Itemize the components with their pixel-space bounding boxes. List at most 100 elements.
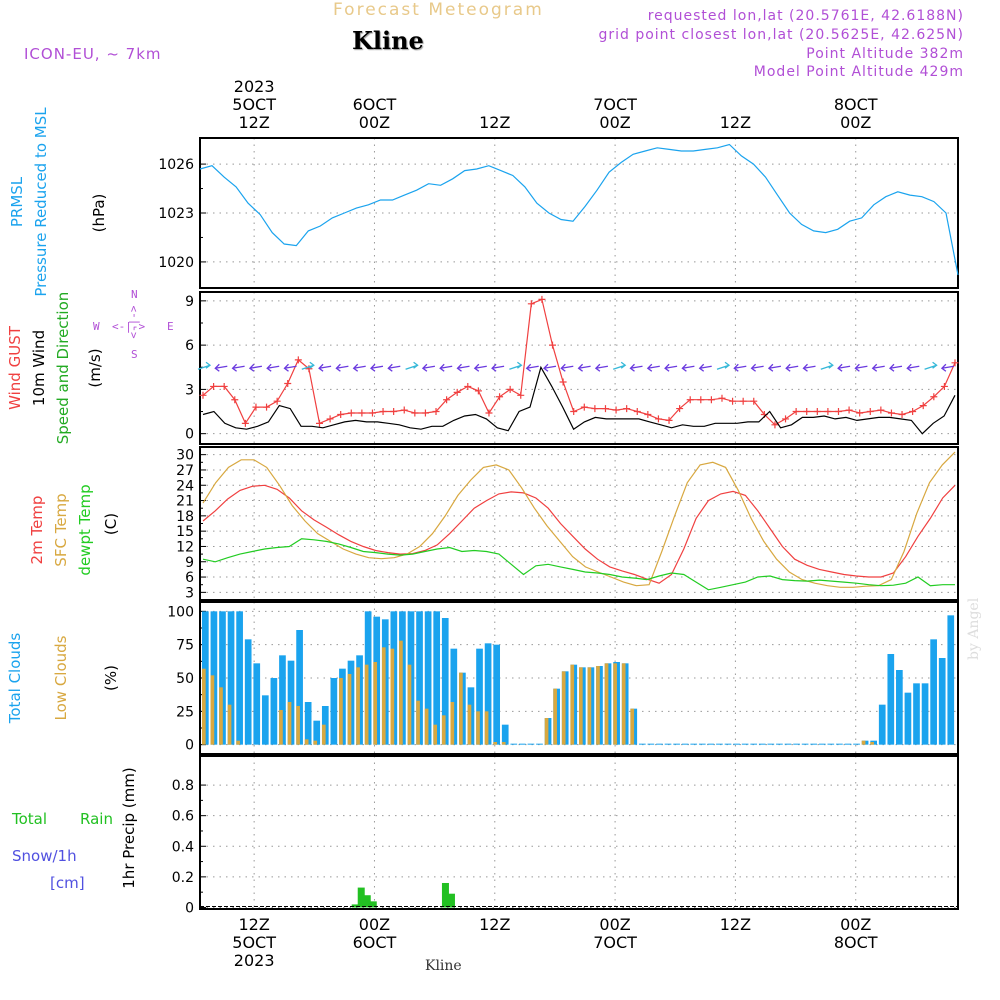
- gust-marker: [496, 393, 504, 401]
- wind-direction-arrow: [473, 363, 487, 372]
- top-time-label: 12Z: [238, 113, 269, 132]
- panel-frame: [199, 446, 959, 601]
- gust-marker: [771, 421, 779, 429]
- compass-w: W: [93, 320, 100, 333]
- y-tick-label: 9: [185, 555, 194, 571]
- snow-label: Snow/1h: [12, 847, 77, 865]
- cloud-unit: (%): [102, 665, 120, 691]
- total-cloud-bar: [741, 743, 749, 745]
- top-time-label: 2023: [234, 77, 275, 96]
- low-cloud-bar: [356, 667, 360, 745]
- gust-marker: [284, 379, 292, 387]
- low-clouds-label: Low Clouds: [52, 635, 70, 720]
- gust-marker: [940, 382, 948, 390]
- wind-direction-arrow: [940, 363, 955, 372]
- total-cloud-bar: [510, 743, 518, 745]
- gust-marker: [316, 419, 324, 427]
- low-cloud-bar: [450, 702, 455, 745]
- wind-direction-arrow: [387, 363, 401, 372]
- total-cloud-bar: [673, 743, 680, 745]
- rain-bar: [357, 887, 365, 908]
- total-cloud-bar: [664, 743, 672, 745]
- gust-marker: [263, 403, 271, 411]
- low-cloud-bar: [304, 739, 309, 745]
- gust-marker: [347, 409, 355, 417]
- total-cloud-bar: [501, 724, 509, 745]
- y-tick-label: 3: [185, 585, 194, 601]
- gust-marker: [252, 403, 260, 411]
- low-cloud-bar: [433, 724, 438, 745]
- wind-speed-line: [202, 365, 956, 435]
- sfc-temp-line: [202, 451, 956, 588]
- panel-5: 0 0.2 0.4 0.6 0.8: [172, 755, 959, 916]
- gust-marker: [898, 410, 906, 418]
- wind-direction-arrow: [646, 363, 660, 372]
- low-cloud-bar: [570, 664, 575, 745]
- total-cloud-bar: [913, 683, 920, 745]
- wind-direction-arrow: [820, 361, 834, 370]
- gust-marker: [697, 396, 705, 404]
- y-tick-label: 12: [176, 539, 194, 555]
- low-cloud-bar: [424, 708, 429, 745]
- footer-station-label: Kline: [425, 958, 462, 974]
- wind-direction-arrow: [197, 361, 212, 370]
- low-cloud-bar: [861, 740, 866, 745]
- total-cloud-bar: [261, 695, 269, 745]
- gust-marker: [834, 408, 842, 416]
- gust-marker: [750, 397, 758, 405]
- gust-marker: [506, 385, 514, 393]
- low-cloud-bar: [493, 742, 497, 745]
- y-tick-label: 1023: [158, 206, 194, 222]
- wind-direction-arrow: [421, 363, 436, 372]
- pressure-unit: (hPa): [90, 194, 108, 233]
- y-tick-label: 0.2: [172, 870, 194, 886]
- top-time-label: 00Z: [840, 113, 871, 132]
- panel-frame: [199, 601, 959, 755]
- y-tick-label: 15: [176, 524, 194, 540]
- model-name: ICON-EU, ~ 7km: [24, 45, 162, 63]
- gust-marker: [813, 408, 821, 416]
- wind-direction-arrow: [716, 361, 731, 370]
- wind-direction-arrow: [802, 363, 816, 372]
- gust-marker: [241, 419, 249, 427]
- total-cloud-bar: [690, 743, 698, 745]
- gust-marker: [337, 410, 345, 418]
- snow-unit: [cm]: [50, 874, 85, 892]
- meteogram-title: Forecast Meteogram: [333, 0, 544, 20]
- low-cloud-bar: [219, 687, 223, 745]
- gust-marker: [845, 406, 853, 414]
- wind-direction-arrow: [352, 363, 366, 372]
- low-cloud-bar: [561, 671, 566, 745]
- total-cloud-bar: [450, 648, 458, 745]
- gust-marker: [930, 393, 938, 401]
- y-tick-label: 1026: [158, 157, 194, 173]
- bottom-time-label: 5OCT: [232, 933, 276, 952]
- gust-marker: [951, 359, 959, 367]
- rain-bar: [351, 904, 359, 908]
- wind-direction-arrow: [889, 363, 903, 372]
- y-tick-label: 0: [185, 900, 194, 916]
- gust-marker: [644, 410, 652, 418]
- gust-marker: [803, 408, 811, 416]
- total-cloud-bar: [493, 644, 501, 745]
- total-cloud-bar: [767, 743, 775, 745]
- panel-frame: [199, 137, 959, 289]
- low-cloud-bar: [321, 724, 326, 745]
- low-cloud-bar: [287, 702, 292, 745]
- y-tick-label: 6: [185, 338, 194, 354]
- compass-s: S: [131, 348, 138, 361]
- gust-marker: [856, 409, 864, 417]
- y-tick-label: 18: [176, 509, 194, 525]
- total-cloud-bar: [441, 618, 449, 745]
- pressure-label-2: Pressure Reduced to MSL: [32, 107, 50, 297]
- wind-direction-arrow: [543, 363, 557, 372]
- total-clouds-label: Total Clouds: [6, 633, 24, 725]
- wind-direction-arrow: [681, 363, 695, 372]
- y-tick-label: 6: [185, 570, 194, 586]
- low-cloud-bar: [870, 742, 874, 745]
- total-cloud-bar: [433, 611, 441, 745]
- low-cloud-bar: [381, 647, 386, 745]
- gust-marker: [676, 405, 684, 413]
- total-cloud-bar: [716, 743, 723, 745]
- gust-label: Wind GUST: [6, 325, 24, 410]
